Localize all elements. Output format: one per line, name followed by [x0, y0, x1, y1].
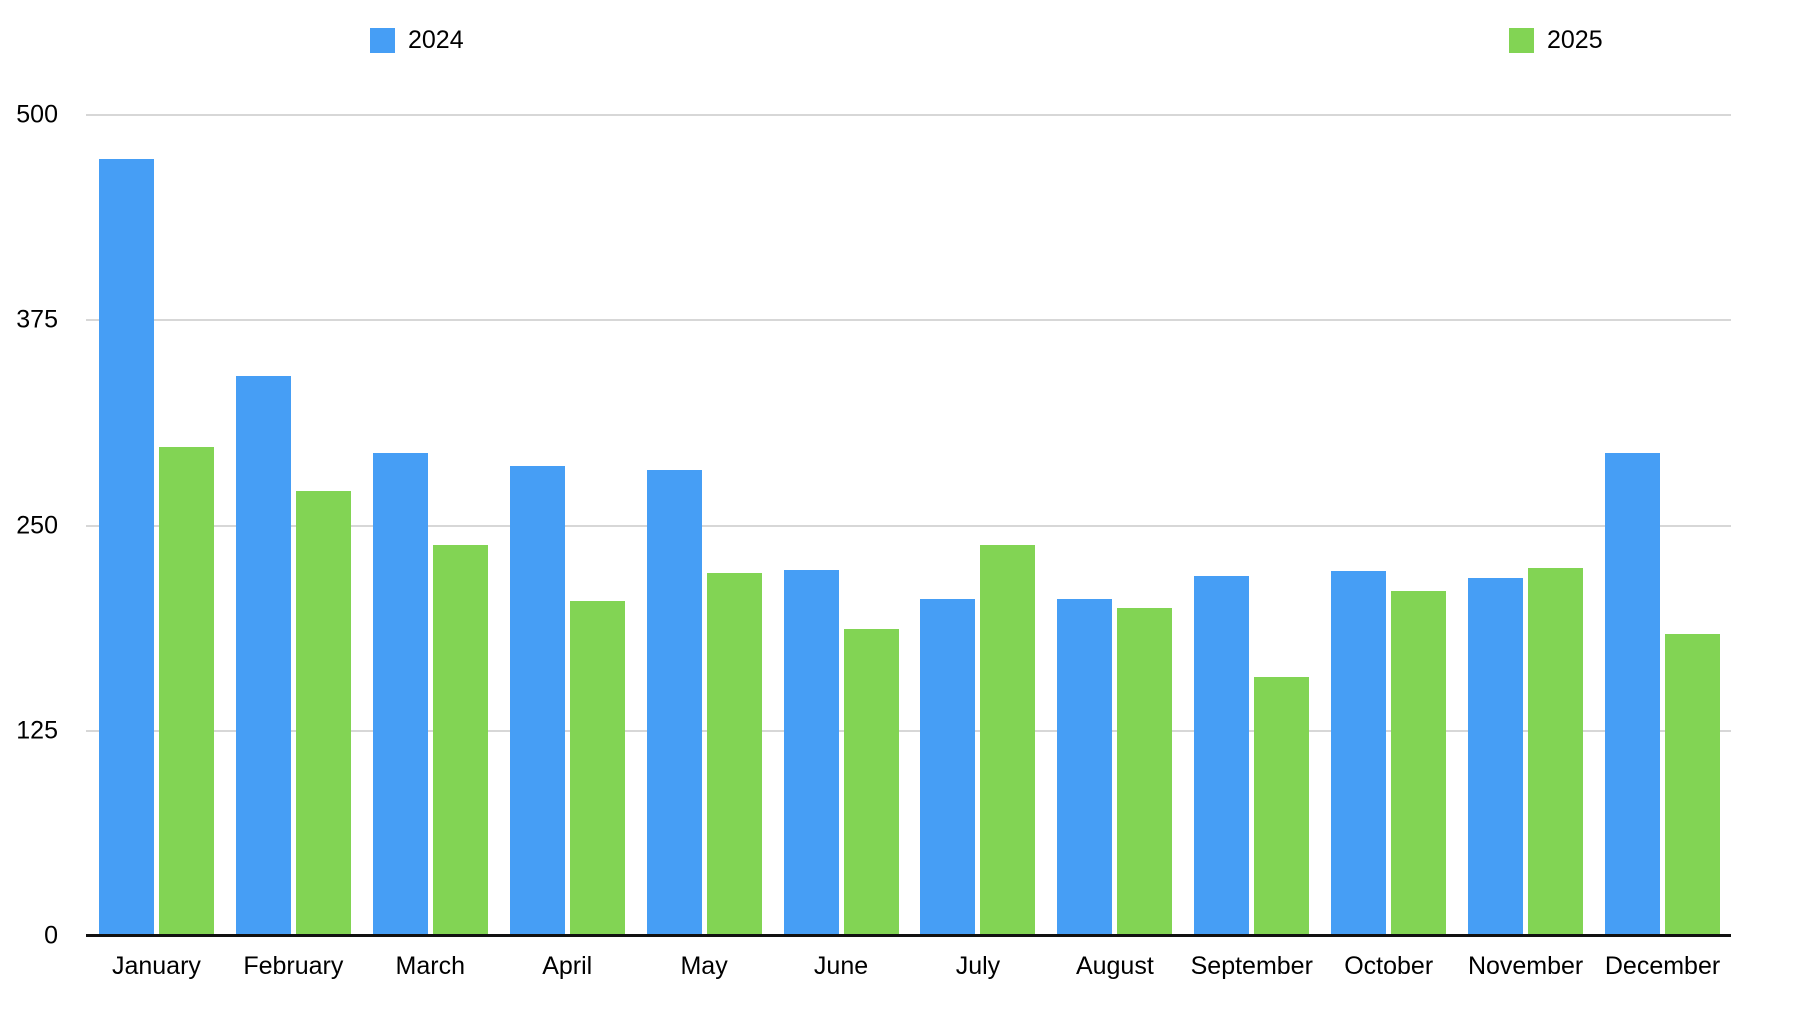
x-axis-line	[86, 934, 1731, 937]
bar-2025-june	[843, 628, 899, 936]
legend-label-2025: 2025	[1547, 26, 1603, 54]
bar-2024-august	[1057, 599, 1113, 936]
x-axis-label-february: February	[243, 952, 344, 980]
legend-swatch-2024-icon	[370, 28, 395, 53]
bar-2024-february	[235, 376, 291, 936]
x-axis-label-july: July	[955, 952, 1001, 980]
bar-2024-may	[646, 469, 702, 936]
x-axis-label-april: April	[542, 952, 593, 980]
bar-2025-july	[980, 545, 1036, 936]
bar-2024-september	[1194, 576, 1250, 936]
y-axis-tick-label-0: 0	[44, 921, 58, 950]
x-axis-label-december: December	[1604, 952, 1721, 980]
y-axis-tick-label-375: 375	[16, 305, 58, 334]
bar-2025-may	[706, 573, 762, 936]
bar-2025-october	[1391, 591, 1447, 936]
x-axis-label-october: October	[1344, 952, 1434, 980]
x-axis-label-may: May	[680, 952, 728, 980]
bar-2025-september	[1254, 676, 1310, 936]
gridline-375	[86, 319, 1731, 322]
bar-2025-february	[295, 491, 351, 936]
x-axis-label-june: June	[813, 952, 869, 980]
bar-2024-april	[509, 466, 565, 936]
bar-2025-august	[1117, 607, 1173, 936]
gridline-250	[86, 524, 1731, 527]
bar-2025-december	[1665, 633, 1721, 936]
bar-2024-december	[1605, 453, 1661, 936]
legend-swatch-2025-icon	[1509, 28, 1534, 53]
bar-2025-january	[158, 446, 214, 936]
x-axis-label-november: November	[1467, 952, 1584, 980]
y-axis-tick-label-250: 250	[16, 511, 58, 539]
x-axis-label-march: March	[395, 952, 466, 980]
legend-item-2025: 2025	[1509, 26, 1603, 55]
x-axis-label-august: August	[1075, 952, 1154, 980]
bar-2025-april	[569, 601, 625, 936]
bar-2024-june	[783, 569, 839, 936]
bar-2024-january	[98, 159, 154, 936]
bar-2025-march	[432, 545, 488, 936]
bar-2025-november	[1528, 568, 1584, 936]
legend-item-2024: 2024	[370, 26, 464, 55]
bar-2024-november	[1468, 578, 1524, 936]
y-axis-tick-label-125: 125	[16, 716, 58, 745]
gridline-500	[86, 114, 1731, 116]
bar-2024-march	[372, 453, 428, 936]
x-axis-label-january: January	[111, 952, 201, 980]
y-axis-tick-label-500: 500	[16, 100, 58, 129]
legend-label-2024: 2024	[408, 26, 464, 54]
bar-2024-july	[920, 599, 976, 936]
x-axis-label-september: September	[1190, 952, 1313, 980]
gridline-125	[86, 729, 1731, 732]
bar-2024-october	[1331, 571, 1387, 936]
